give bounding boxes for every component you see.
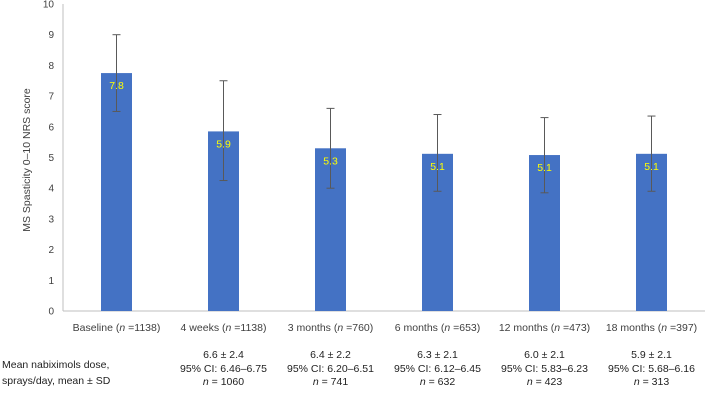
bar-chart: 0 1 2 3 4 5 6 7 8 9 10 Baseline (n =1138) 4 weeks (… (21, 0, 705, 334)
x-tick-label: 6 months (n =653) (395, 322, 481, 334)
y-tick-label: 2 (48, 245, 54, 256)
data-label: 7.8 (109, 80, 124, 92)
dose-mean: 6.0 ± 2.1 (524, 349, 565, 361)
error-bar (326, 107, 335, 189)
dose-table-header: Mean nabiximols dose, sprays/day, mean ±… (2, 357, 120, 389)
y-tick-label: 7 (48, 92, 54, 103)
dose-ci: 95% CI: 6.20–6.51 (287, 362, 374, 375)
dose-mean: 6.3 ± 2.1 (417, 349, 458, 361)
error-bar (112, 34, 121, 112)
bars (101, 73, 667, 311)
x-tick-label: Baseline (n =1138) (73, 322, 161, 334)
error-bar (219, 80, 228, 182)
data-labels: 7.8 5.9 5.3 5.1 5.1 5.1 (109, 80, 659, 174)
y-tick-label: 5 (48, 153, 54, 164)
y-tick-label: 10 (43, 0, 55, 11)
dose-n: n = 632 (419, 376, 456, 388)
dose-n: n = 741 (312, 376, 349, 388)
x-tick-label: 18 months (n =397) (606, 322, 697, 334)
x-tick-label: 12 months (n =473) (499, 322, 590, 334)
dose-cell: 6.3 ± 2.1 95% CI: 6.12–6.45 n = 632 (383, 349, 493, 390)
dose-cell: 5.9 ± 2.1 95% CI: 5.68–6.16 n = 313 (597, 349, 707, 390)
error-bar (647, 115, 656, 192)
x-tick-label: 4 weeks (n =1138) (181, 322, 267, 334)
dose-ci: 95% CI: 6.46–6.75 (180, 362, 267, 375)
dose-ci: 95% CI: 6.12–6.45 (394, 362, 481, 375)
dose-ci: 95% CI: 5.68–6.16 (608, 362, 695, 375)
error-bars (112, 34, 656, 194)
dose-cell: 6.0 ± 2.1 95% CI: 5.83–6.23 n = 423 (490, 349, 600, 390)
y-tick-label: 0 (48, 307, 54, 318)
data-label: 5.1 (644, 161, 659, 173)
y-tick-label: 1 (48, 276, 54, 287)
data-label: 5.3 (323, 155, 338, 167)
dose-n: n = 313 (633, 376, 670, 388)
data-label: 5.1 (430, 161, 445, 173)
data-label: 5.9 (216, 138, 231, 150)
x-tick-label: 3 months (n =760) (288, 322, 374, 334)
dose-mean: 5.9 ± 2.1 (631, 349, 672, 361)
dose-header-line-1: Mean nabiximols dose, (2, 359, 110, 371)
x-axis: Baseline (n =1138) 4 weeks (n =1138) 3 mon… (63, 310, 705, 334)
dose-mean: 6.4 ± 2.2 (310, 349, 351, 361)
y-tick-label: 9 (48, 30, 54, 41)
dose-ci: 95% CI: 5.83–6.23 (501, 362, 588, 375)
dose-cell: 6.4 ± 2.2 95% CI: 6.20–6.51 n = 741 (276, 349, 386, 390)
y-axis: 0 1 2 3 4 5 6 7 8 9 10 (43, 0, 64, 318)
error-bar (433, 114, 442, 192)
y-axis-label: MS Spasticity 0–10 NRS score (21, 88, 33, 232)
bar (101, 73, 132, 311)
dose-n: n = 1060 (202, 376, 245, 388)
dose-cell: 6.6 ± 2.4 95% CI: 6.46–6.75 n = 1060 (169, 349, 279, 390)
error-bar (540, 117, 549, 194)
y-tick-label: 3 (48, 214, 54, 225)
dose-mean: 6.6 ± 2.4 (203, 349, 244, 361)
y-tick-label: 8 (48, 61, 54, 72)
y-tick-label: 4 (48, 184, 54, 195)
y-tick-label: 6 (48, 122, 54, 133)
dose-header-line-2: sprays/day, mean ± SD (2, 375, 111, 387)
data-label: 5.1 (537, 162, 552, 174)
dose-n: n = 423 (526, 376, 563, 388)
